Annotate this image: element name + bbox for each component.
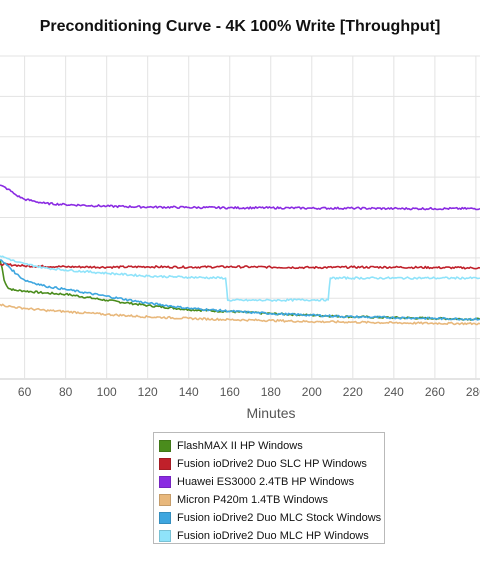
- series-group: [0, 184, 480, 326]
- legend-swatch: [159, 530, 171, 542]
- legend-item[interactable]: Huawei ES3000 2.4TB HP Windows: [159, 473, 384, 491]
- x-tick-label: 260: [425, 385, 445, 399]
- x-tick-label: 180: [261, 385, 281, 399]
- legend-swatch: [159, 440, 171, 452]
- legend-swatch: [159, 476, 171, 488]
- x-tick-label: 240: [384, 385, 404, 399]
- x-tick-label: 100: [97, 385, 117, 399]
- legend-swatch: [159, 494, 171, 506]
- series-line-4: [0, 303, 480, 326]
- chart-title: Preconditioning Curve - 4K 100% Write [T…: [39, 18, 441, 35]
- x-axis: 60 80 100 120 140 160 180 200 220 240 260 280: [18, 385, 480, 399]
- x-tick-label: 120: [138, 385, 158, 399]
- legend-item[interactable]: Micron P420m 1.4TB Windows: [159, 491, 384, 509]
- legend-item[interactable]: Fusion ioDrive2 Duo SLC HP Windows: [159, 455, 384, 473]
- legend-label: Fusion ioDrive2 Duo MLC HP Windows: [177, 530, 369, 542]
- legend: FlashMAX II HP Windows Fusion ioDrive2 Du…: [153, 432, 385, 544]
- legend-item[interactable]: FlashMAX II HP Windows: [159, 437, 384, 455]
- x-tick-label: 200: [302, 385, 322, 399]
- series-line-6: [0, 255, 480, 302]
- x-tick-label: 80: [59, 385, 73, 399]
- series-line-5: [0, 259, 480, 321]
- series-line-2: [0, 262, 480, 270]
- legend-swatch: [159, 458, 171, 470]
- x-axis-label: Minutes: [246, 405, 295, 421]
- legend-label: Fusion ioDrive2 Duo MLC Stock Windows: [177, 512, 382, 524]
- legend-label: Fusion ioDrive2 Duo SLC HP Windows: [177, 458, 367, 470]
- plot-area: 60 80 100 120 140 160 180 200 220 240 260 280 Minut…: [0, 55, 480, 421]
- legend-label: Huawei ES3000 2.4TB HP Windows: [177, 476, 355, 488]
- x-tick-label: 160: [220, 385, 240, 399]
- x-tick-label: 60: [18, 385, 32, 399]
- x-tick-label: 280: [466, 385, 480, 399]
- x-tick-label: 140: [179, 385, 199, 399]
- legend-item[interactable]: Fusion ioDrive2 Duo MLC Stock Windows: [159, 509, 384, 527]
- series-line-3: [0, 184, 480, 211]
- legend-label: FlashMAX II HP Windows: [177, 440, 303, 452]
- legend-swatch: [159, 512, 171, 524]
- grid: [0, 55, 480, 380]
- x-tick-label: 220: [343, 385, 363, 399]
- legend-item[interactable]: Fusion ioDrive2 Duo MLC HP Windows: [159, 527, 384, 545]
- legend-label: Micron P420m 1.4TB Windows: [177, 494, 328, 506]
